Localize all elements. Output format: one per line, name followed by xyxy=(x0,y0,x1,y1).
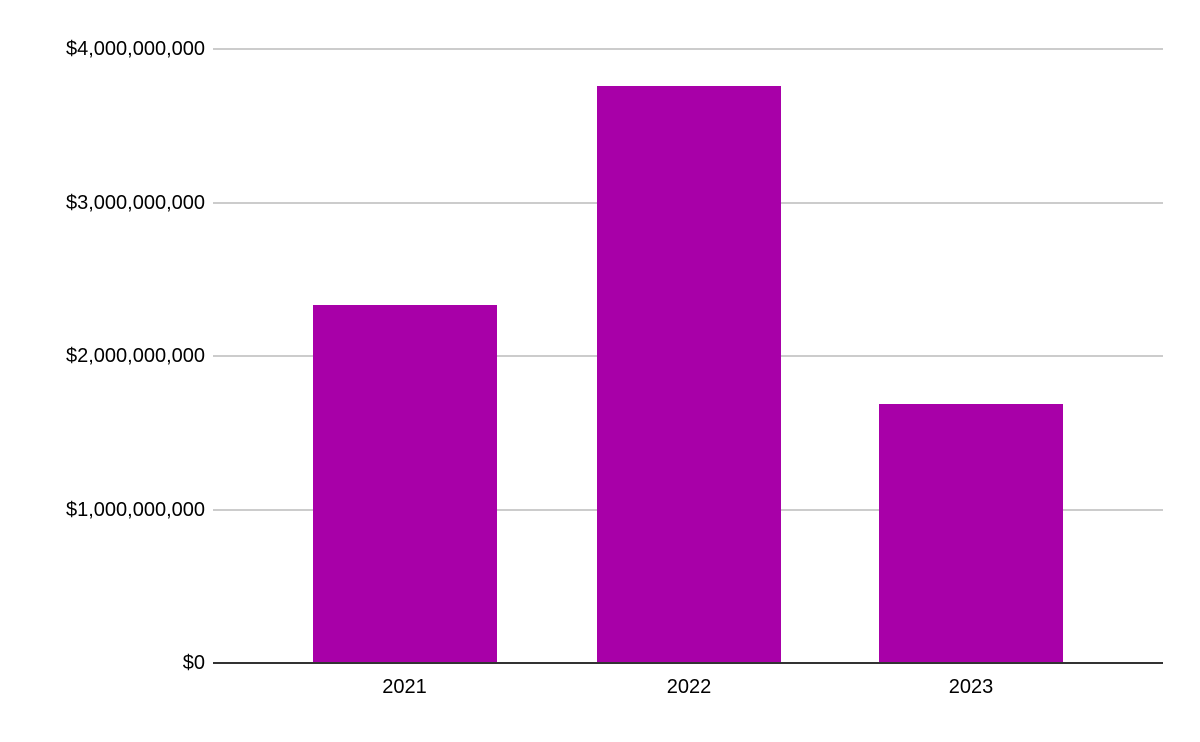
x-axis-tick-label: 2022 xyxy=(666,676,712,698)
y-axis-tick-label: $2,000,000,000 xyxy=(65,345,205,367)
x-axis-tick-label: 2023 xyxy=(948,676,994,698)
y-axis-tick-label: $3,000,000,000 xyxy=(65,191,205,214)
x-axis-line xyxy=(213,662,1163,664)
bar-2022 xyxy=(597,85,781,663)
y-axis-tick-label: $0 xyxy=(182,652,205,674)
y-axis-tick-label: $1,000,000,000 xyxy=(65,498,205,521)
y-axis-tick-label: $4,000,000,000 xyxy=(65,38,205,60)
bar-2023 xyxy=(879,403,1063,663)
gridline xyxy=(213,48,1163,50)
x-axis-tick-label: 2021 xyxy=(382,676,427,698)
bar-2021 xyxy=(312,305,497,663)
